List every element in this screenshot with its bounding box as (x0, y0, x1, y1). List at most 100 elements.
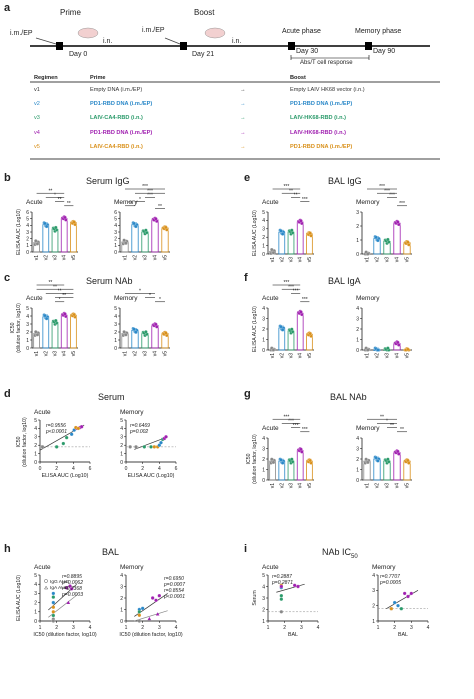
data-point-v4 (69, 586, 74, 591)
subtitle: Acute (34, 564, 51, 571)
stat-annotation: p=0.0007 (163, 582, 185, 588)
x-tick-label: v5 (163, 351, 169, 357)
y-axis-label: ELISA AUC (Log10) (16, 209, 22, 255)
y-tick-label: 5 (114, 216, 117, 222)
data-point-v5 (164, 225, 168, 230)
y-tick-label: 5 (262, 210, 265, 216)
data-point-v3 (51, 595, 56, 599)
y-axis-label: IC50 (10, 322, 16, 333)
data-point-v5 (406, 240, 410, 244)
y-tick-label: 0 (34, 619, 37, 625)
data-point-v3 (290, 327, 294, 331)
data-point-v4 (299, 219, 303, 223)
table-cell-regimen: v2 (34, 101, 40, 108)
bar-v4 (393, 222, 401, 255)
y-tick-label: 1 (26, 338, 29, 344)
y-tick-label: 0 (356, 348, 359, 354)
bar-v2 (42, 316, 50, 349)
subtitle: Memory (120, 409, 144, 416)
bar-v3 (51, 321, 59, 349)
data-point-v1 (34, 239, 38, 243)
significance-stars: * (149, 293, 151, 299)
day0-label: Day 0 (69, 51, 88, 58)
x-tick-label: v1 (123, 255, 129, 261)
y-tick-label: 6 (114, 210, 117, 216)
table-header-boost: Boost (290, 75, 306, 81)
y-axis-label: (dilution factor, log10) (252, 434, 258, 484)
x-tick-label: v5 (307, 483, 313, 489)
significance-stars: ** (48, 280, 52, 286)
significance-stars: *** (384, 188, 390, 194)
data-point-v3 (54, 225, 58, 230)
data-point-v5 (406, 458, 410, 463)
data-point-v4 (154, 598, 158, 603)
significance-stars: ** (289, 188, 293, 194)
timeline-mark-day90 (365, 42, 372, 50)
y-tick-label: 4 (34, 582, 37, 588)
x-tick-label: v5 (405, 483, 411, 489)
x-tick-label: v3 (385, 257, 391, 263)
title-serum-igg: Serum IgG (86, 176, 130, 186)
x-axis-label: BAL (398, 632, 408, 638)
data-point-v1 (35, 333, 40, 337)
y-tick-label: 5 (34, 418, 37, 424)
y-tick-label: 2 (34, 600, 37, 606)
y-tick-label: 5 (120, 418, 123, 424)
y-tick-label: 4 (262, 436, 265, 442)
y-tick-label: 3 (114, 322, 117, 328)
data-point-v2 (44, 224, 49, 229)
table-cell-prime: Empty DNA (i.m./EP) (90, 87, 143, 93)
x-tick-label: 3 (72, 625, 75, 631)
subtitle: Memory (114, 295, 138, 302)
mouse-icon (204, 27, 226, 39)
x-tick-label: v2 (375, 483, 381, 489)
table-arrow: → (240, 87, 246, 93)
data-point-v3 (137, 609, 142, 614)
title-bal-nab: BAL NAb (330, 392, 367, 402)
y-axis-label: ELISA AUC (Log10) (16, 575, 22, 621)
significance-stars: *** (302, 197, 308, 203)
y-tick-label: 4 (120, 573, 123, 579)
y-tick-label: 2 (356, 224, 359, 230)
subtitle: Acute (262, 199, 279, 206)
x-tick-label: 1 (39, 625, 42, 631)
x-tick-label: 4 (89, 625, 92, 631)
data-point-v1 (128, 445, 132, 449)
table-header-regimen: Regimen (34, 75, 58, 81)
y-tick-label: 1 (262, 337, 265, 343)
x-tick-label: 4 (158, 466, 161, 472)
x-tick-label: v5 (405, 353, 411, 359)
data-point-v3 (399, 606, 404, 611)
x-tick-label: v1 (34, 255, 40, 261)
significance-stars: *** (302, 297, 308, 303)
stat-annotation: r=0.2887 (272, 574, 292, 580)
y-tick-label: 5 (114, 306, 117, 312)
y-tick-label: 3 (26, 322, 29, 328)
significance-stars: *** (147, 188, 153, 194)
y-tick-label: 0 (262, 478, 265, 484)
x-tick-label: 0 (39, 466, 42, 472)
data-point-v4 (154, 322, 158, 327)
data-point-v4 (396, 449, 400, 454)
y-tick-label: 2 (372, 603, 375, 609)
x-tick-label: v1 (365, 257, 371, 263)
data-point-v1 (40, 445, 45, 449)
x-tick-label: v3 (289, 353, 295, 359)
data-point-v1 (122, 330, 126, 334)
x-tick-label: v1 (270, 353, 276, 359)
x-tick-label: 2 (283, 625, 286, 631)
data-point-v1 (366, 460, 370, 465)
y-tick-label: 2 (26, 236, 29, 242)
x-tick-label: v1 (34, 351, 40, 357)
data-point-v4 (396, 340, 400, 345)
stat-annotation: p<0.0001 (45, 429, 67, 435)
significance-stars: *** (283, 184, 289, 190)
x-tick-label: v1 (365, 483, 371, 489)
data-point-v5 (51, 605, 56, 610)
panel-label-d: d (4, 388, 11, 400)
x-tick-label: 4 (175, 625, 178, 631)
data-point-v2 (69, 432, 74, 437)
significance-stars: * (386, 419, 388, 425)
subtitle: Acute (26, 295, 43, 302)
x-tick-label: v5 (307, 353, 313, 359)
